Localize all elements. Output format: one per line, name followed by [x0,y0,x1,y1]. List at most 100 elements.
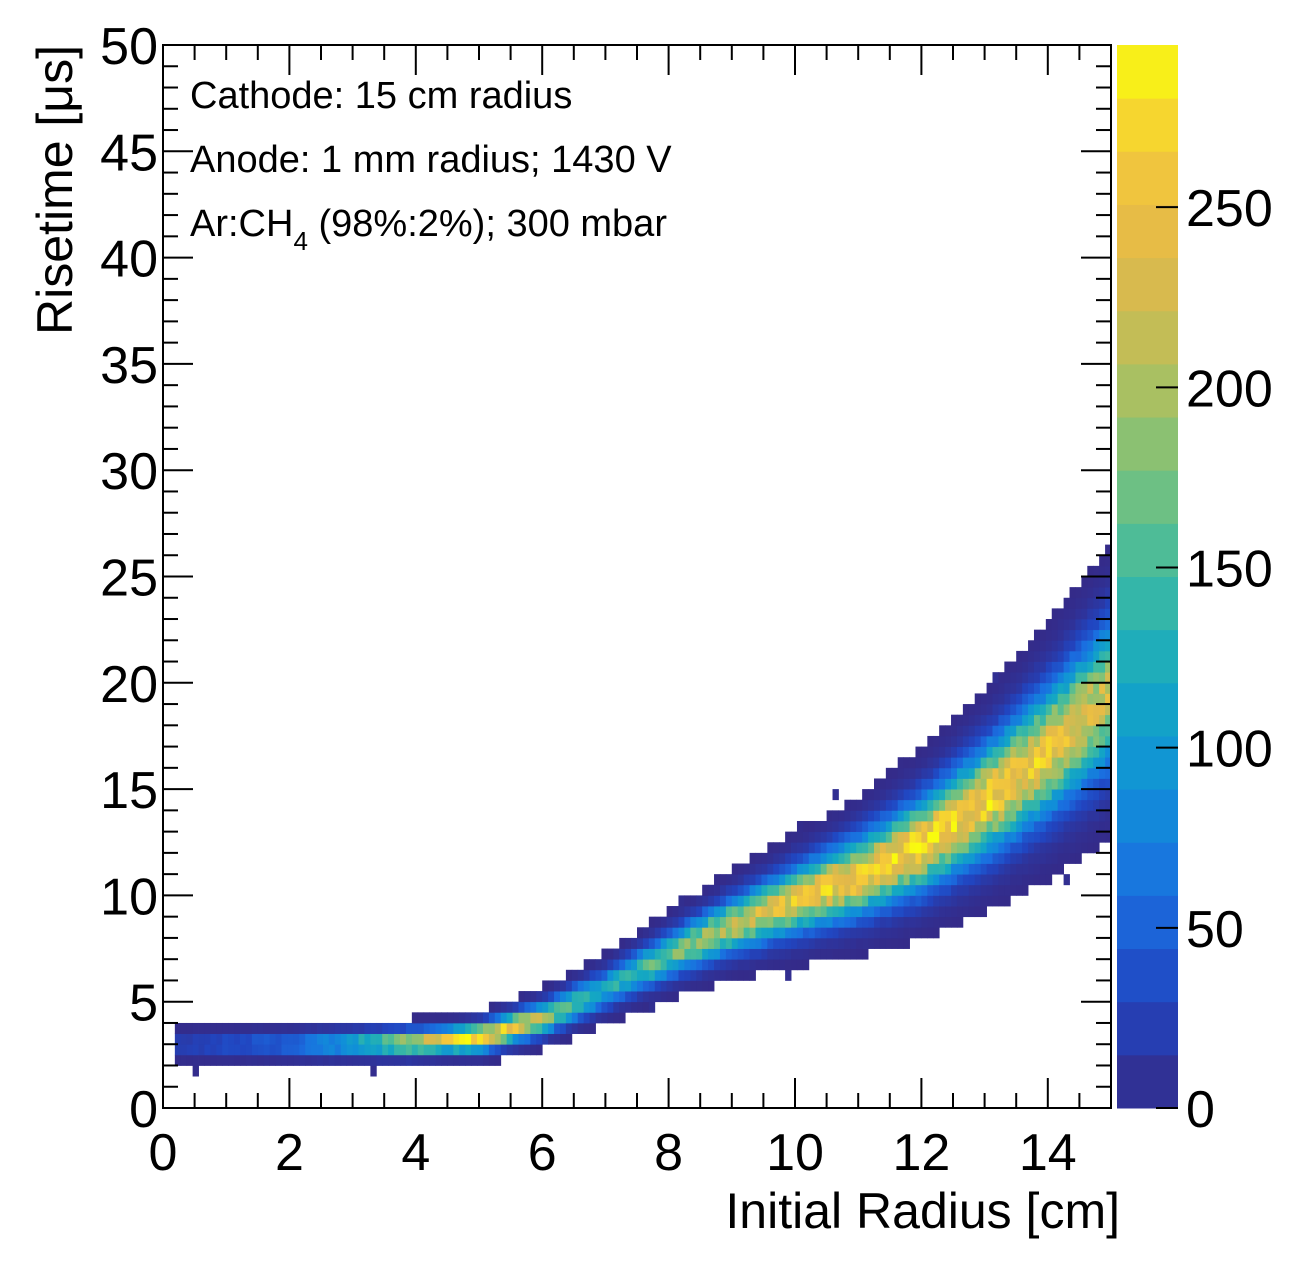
heatmap-cell [228,1033,235,1045]
heatmap-cell [654,948,662,960]
heatmap-cell [992,778,999,790]
heatmap-cell [903,799,910,811]
heatmap-cell [868,927,875,939]
heatmap-cell [891,927,899,939]
heatmap-cell [808,820,816,833]
heatmap-cell [625,1001,632,1013]
heatmap-cell [743,969,750,981]
heatmap-cell [678,916,685,928]
heatmap-cell [737,959,745,971]
heatmap-cell [980,789,987,801]
heatmap-cell [198,1022,205,1034]
heatmap-cell [921,916,928,928]
heatmap-cell [1093,820,1100,833]
heatmap-cell [1033,778,1041,790]
heatmap-cell [909,810,916,822]
heatmap-cell [1069,672,1076,684]
heatmap-cell [672,959,679,971]
heatmap-cell [951,884,958,896]
heatmap-cell [891,937,899,949]
heatmap-cell [796,906,804,918]
heatmap-cell [755,884,762,896]
heatmap-cell [234,1022,241,1034]
heatmap-cell [530,1001,537,1013]
heatmap-cell [714,884,721,896]
heatmap-cell [678,895,685,907]
heatmap-cell [269,1044,276,1056]
heatmap-cell [1075,629,1082,641]
heatmap-cell [305,1044,312,1056]
heatmap-cell [1028,863,1035,875]
heatmap-cell [607,1001,614,1013]
heatmap-cell [998,884,1005,896]
heatmap-cell [708,906,715,918]
heatmap-cell [879,863,887,875]
heatmap-cell [435,1054,442,1066]
heatmap-cell [459,1054,466,1066]
heatmap-cell [376,1044,383,1056]
heatmap-cell [524,991,531,1003]
heatmap-cell [1075,735,1082,747]
heatmap-cell [459,1022,466,1034]
heatmap-cell [850,874,857,886]
heatmap-cell [998,746,1005,758]
heatmap-cell [447,1012,454,1024]
heatmap-cell [1105,714,1112,726]
heatmap-cell [879,916,887,928]
heatmap-cell [796,959,804,971]
heatmap-cell [808,842,816,854]
heatmap-cell [767,927,774,939]
heatmap-cell [589,1012,596,1024]
heatmap-cell [512,1012,519,1024]
heatmap-cell [980,767,987,779]
heatmap-cell [512,1001,519,1013]
heatmap-cell [642,948,650,960]
heatmap-cell [269,1022,276,1034]
heatmap-cell [897,852,905,864]
heatmap-cell [1016,820,1023,833]
heatmap-cell [684,969,691,981]
heatmap-cell [1075,789,1082,801]
heatmap-cell [1039,820,1047,833]
heatmap-cell [210,1054,217,1066]
heatmap-cell [708,959,715,971]
heatmap-cell [613,959,620,971]
heatmap-cell [814,906,822,918]
heatmap-cell [962,704,970,716]
heatmap-cell [1087,757,1094,769]
heatmap-cell [1063,789,1070,801]
heatmap-cell [891,810,899,822]
heatmap-cell [885,884,893,896]
heatmap-cell [956,852,964,864]
heatmap-cell [868,799,875,811]
heatmap-cell [465,1054,472,1066]
heatmap-cell [234,1044,241,1056]
heatmap-cell [708,948,715,960]
heatmap-cell [980,693,987,705]
heatmap-cell [1093,789,1100,801]
heatmap-cell [678,948,685,960]
heatmap-cell [951,852,958,864]
heatmap-cell [1010,704,1017,716]
heatmap-cell [791,906,798,918]
heatmap-cell [796,937,804,949]
heatmap-cell [1045,704,1053,716]
heatmap-cell [980,735,987,747]
heatmap-cell [915,746,922,758]
heatmap-cell [548,991,555,1003]
heatmap-cell [506,1012,513,1024]
heatmap-cell [453,1022,460,1034]
heatmap-cell [968,874,976,886]
heatmap-cell [1045,661,1053,673]
heatmap-cell [980,906,987,918]
heatmap-cell [832,895,839,907]
heatmap-cell [986,778,993,790]
heatmap-cell [927,735,934,747]
heatmap-cell [891,820,899,833]
heatmap-cell [915,767,922,779]
colorbar-segment [1117,204,1178,259]
heatmap-cell [423,1044,431,1056]
heatmap-cell [986,810,993,822]
heatmap-cell [956,863,964,875]
heatmap-cell [879,799,887,811]
